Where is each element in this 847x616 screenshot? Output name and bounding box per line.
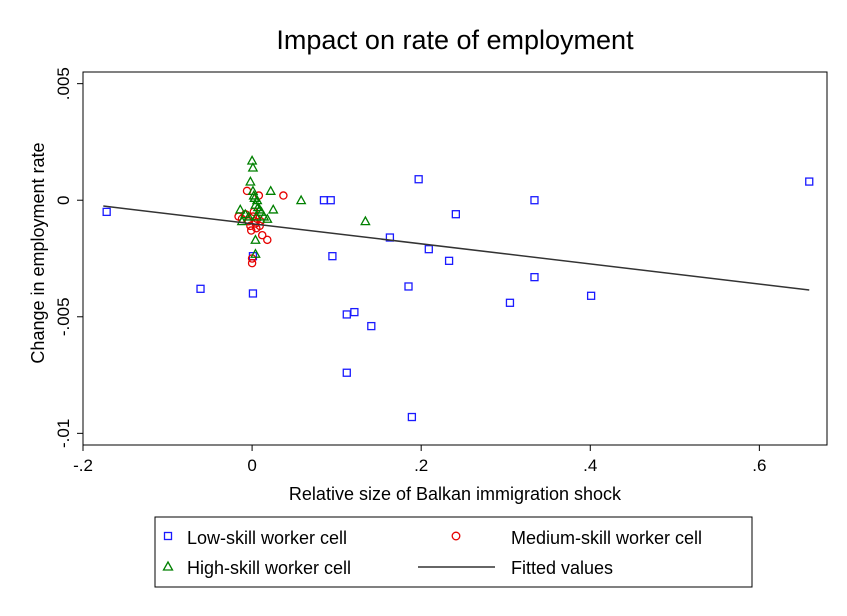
low-skill-point [407,412,417,422]
high-skill-point [265,185,276,195]
low-skill-point [326,196,335,205]
series-layer [102,155,814,422]
fitted-line [103,205,810,291]
high-skill-point [245,176,256,186]
medium-skill-point [255,221,264,231]
x-tick-label: 0 [247,456,256,475]
low-skill-point [367,321,376,331]
low-skill-point [805,177,814,186]
low-skill-point [444,256,454,265]
legend-square-marker [163,531,173,541]
legend-circle-marker [451,531,461,541]
medium-skill-point [246,226,256,235]
medium-skill-point [263,235,272,245]
medium-skill-point [279,191,288,200]
high-skill-point [247,162,259,172]
high-skill-point [250,248,261,258]
y-tick-label: -.005 [54,297,73,336]
legend-label-medium-skill: Medium-skill worker cell [511,528,702,548]
high-skill-point [247,185,259,195]
low-skill-point [404,282,413,291]
chart-title: Impact on rate of employment [276,25,634,55]
low-skill-point [102,207,111,217]
high-skill-point [234,204,246,214]
legend-label-fitted: Fitted values [511,558,613,578]
legend: Low-skill worker cell Medium-skill worke… [154,516,753,588]
low-skill-point [319,196,329,205]
low-skill-point [451,210,460,219]
series-square [102,175,814,422]
high-skill-point [243,210,255,221]
high-skill-point [267,204,279,214]
y-tick-label: 0 [54,195,73,204]
high-skill-point [236,215,248,226]
low-skill-point [350,307,359,317]
legend-triangle-marker [162,560,174,571]
y-tick-label: -.01 [54,419,73,448]
high-skill-point [295,194,307,205]
series-triangle [234,155,371,258]
high-skill-point [262,213,273,223]
y-axis-label: Change in employment rate [28,142,48,363]
low-skill-point [196,284,205,293]
high-skill-point [256,206,267,216]
x-axis-label: Relative size of Balkan immigration shoc… [289,484,622,504]
plot-frame [82,71,828,446]
high-skill-point [246,155,258,165]
x-tick-label: .6 [752,456,766,475]
high-skill-point [360,215,371,226]
legend-label-high-skill: High-skill worker cell [187,558,351,578]
low-skill-point [424,245,433,254]
legend-box [154,516,753,588]
x-tick-label: .4 [583,456,597,475]
low-skill-point [248,289,258,298]
low-skill-point [586,291,596,300]
low-skill-point [505,298,515,307]
y-tick-label: .005 [54,67,73,100]
low-skill-point [328,252,337,261]
x-tick-label: .2 [414,456,428,475]
low-skill-point [530,196,539,205]
series-line [103,205,810,291]
high-skill-point [251,210,262,221]
x-tick-label: -.2 [73,456,93,475]
low-skill-point [342,310,351,319]
low-skill-point [342,368,351,377]
x-axis: -.2 0 .2 .4 .6 [73,445,766,475]
low-skill-point [530,272,539,282]
y-axis: .005 0 -.005 -.01 [54,67,83,448]
low-skill-point [414,175,423,184]
medium-skill-point [257,230,267,240]
legend-label-low-skill: Low-skill worker cell [187,528,347,548]
medium-skill-point [247,258,257,268]
low-skill-point [385,233,395,242]
high-skill-point [250,234,261,244]
